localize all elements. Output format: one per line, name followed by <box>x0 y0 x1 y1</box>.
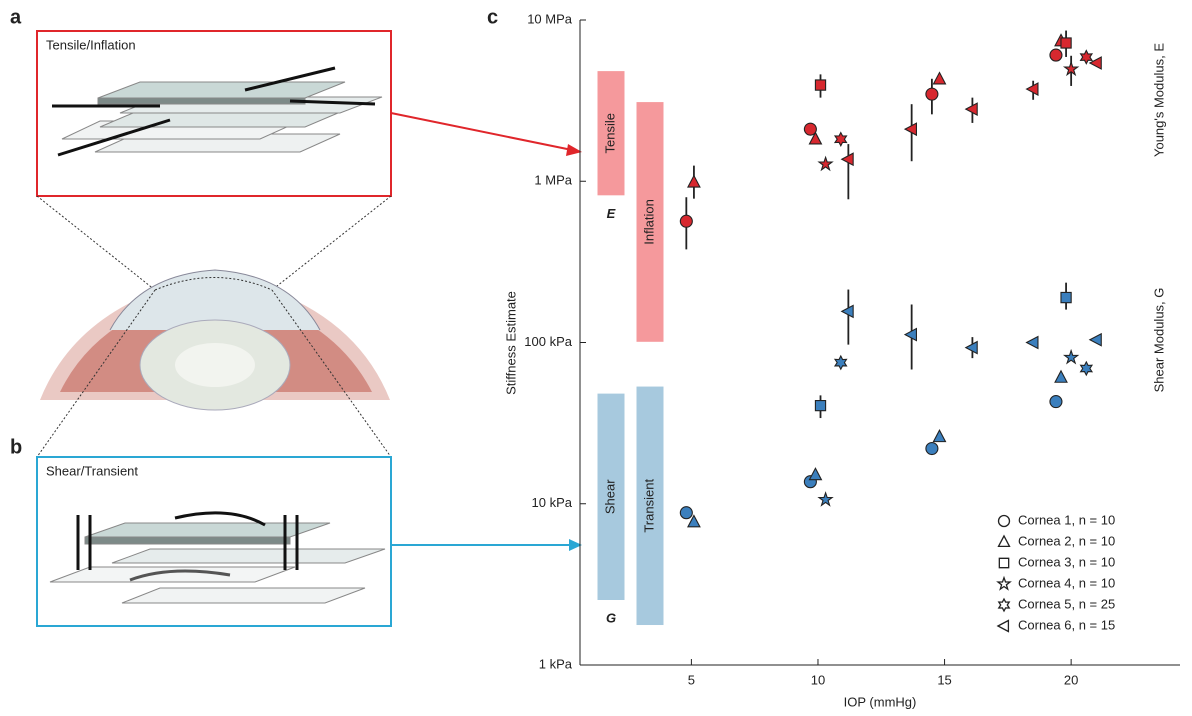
data-point <box>819 493 832 506</box>
data-point <box>1081 51 1092 64</box>
data-point <box>815 401 825 411</box>
y-axis-label: Stiffness Estimate <box>503 291 518 395</box>
legend-label: Cornea 1, n = 10 <box>1018 512 1115 527</box>
data-point <box>1061 292 1071 302</box>
legend-label: Cornea 2, n = 10 <box>1018 533 1115 548</box>
y-tick-label: 1 kPa <box>539 656 573 671</box>
range-symbol: G <box>606 610 616 625</box>
legend-label: Cornea 5, n = 25 <box>1018 596 1115 611</box>
data-point <box>680 507 692 519</box>
range-label: Tensile <box>602 113 617 153</box>
data-point <box>680 215 692 227</box>
legend-label: Cornea 6, n = 15 <box>1018 617 1115 632</box>
data-point <box>809 468 821 479</box>
legend-label: Cornea 4, n = 10 <box>1018 575 1115 590</box>
data-point <box>819 157 832 170</box>
data-point <box>1090 334 1101 346</box>
x-tick-label: 15 <box>937 672 951 687</box>
data-point <box>835 356 847 369</box>
data-point <box>1055 371 1067 382</box>
panel-label: b <box>10 436 22 458</box>
panel-label: a <box>10 6 22 28</box>
legend-marker <box>999 599 1009 611</box>
right-axis-label: Shear Modulus, G <box>1151 288 1166 393</box>
data-point <box>1081 362 1092 375</box>
range-label: Shear <box>602 479 617 514</box>
range-label: Transient <box>641 479 656 533</box>
range-symbol: E <box>607 206 616 221</box>
data-point <box>835 133 847 146</box>
data-point <box>1050 49 1062 61</box>
range-label: Inflation <box>641 199 656 245</box>
data-point <box>1061 38 1071 48</box>
x-tick-label: 20 <box>1064 672 1078 687</box>
data-point <box>688 176 700 187</box>
x-tick-label: 5 <box>688 672 695 687</box>
data-point <box>933 73 945 84</box>
y-tick-label: 10 MPa <box>527 11 573 26</box>
panel-title: Tensile/Inflation <box>46 37 136 52</box>
eye-illustration <box>37 196 391 457</box>
right-axis-label: Young's Modulus, E <box>1151 43 1166 157</box>
legend-marker <box>998 578 1010 589</box>
y-tick-label: 10 kPa <box>532 495 573 510</box>
legend-marker <box>999 558 1008 567</box>
data-point <box>926 88 938 100</box>
panel-label: c <box>487 6 498 28</box>
legend-marker <box>998 621 1008 632</box>
legend-label: Cornea 3, n = 10 <box>1018 554 1115 569</box>
y-tick-label: 1 MPa <box>534 173 572 188</box>
data-point <box>933 430 945 441</box>
y-tick-label: 100 kPa <box>524 334 572 349</box>
x-axis-label: IOP (mmHg) <box>844 694 917 709</box>
legend-marker <box>999 536 1010 546</box>
data-point <box>815 80 825 90</box>
data-point <box>926 443 938 455</box>
panel-title: Shear/Transient <box>46 463 138 478</box>
data-point <box>1050 396 1062 408</box>
legend-marker <box>999 516 1010 527</box>
data-point <box>1065 351 1078 364</box>
data-point <box>1027 337 1038 349</box>
figure: a Tensile/Inflation b Shear/Transient <box>0 0 1192 716</box>
x-tick-label: 10 <box>811 672 825 687</box>
